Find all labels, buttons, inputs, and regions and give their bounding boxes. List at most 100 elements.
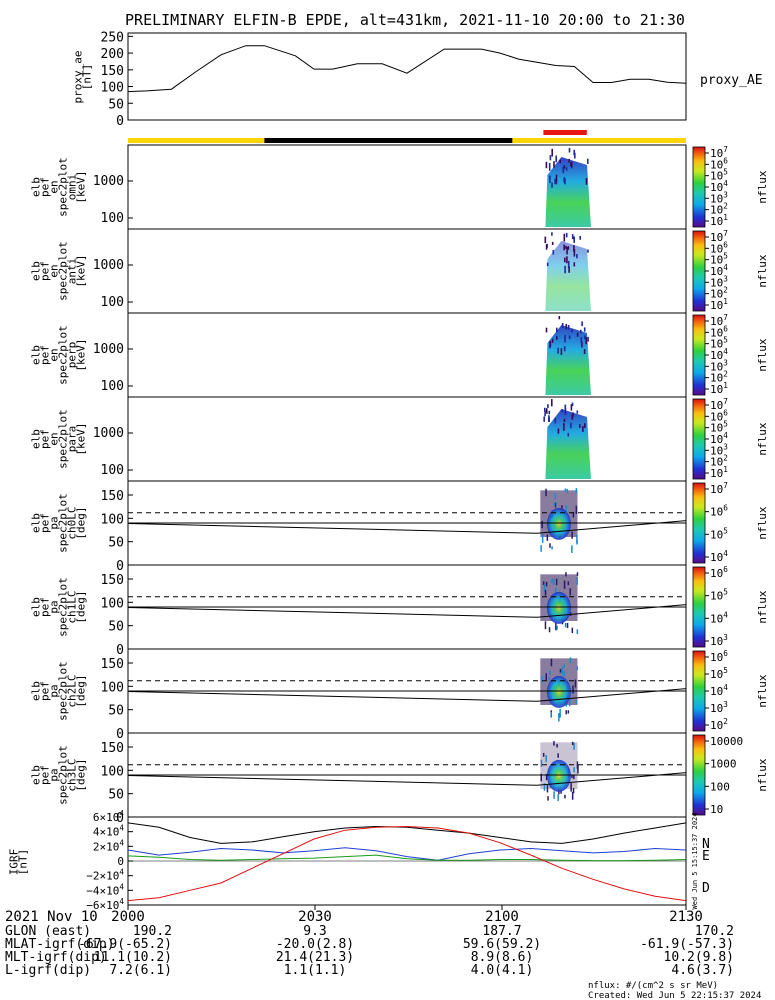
igrf-ytick-label: 0	[117, 855, 124, 868]
footer-ephemeris: 2021 Nov 10 2000 2030 2100 2130 GLON (east) 19…	[5, 905, 761, 1000]
pa-sample	[564, 623, 567, 628]
spec-sample	[546, 262, 549, 267]
spec-sample	[554, 417, 557, 424]
pa-sample	[553, 791, 555, 799]
spec-sample	[563, 423, 565, 431]
pa-sample	[545, 488, 547, 497]
pa-sample	[575, 700, 578, 704]
pa-sample	[566, 622, 569, 629]
pa-losscone-guide	[127, 604, 687, 618]
ae-ytick-label: 100	[101, 81, 124, 96]
pa-sample	[571, 531, 573, 539]
ae-ytick-label: 50	[108, 97, 124, 112]
spec-sample	[555, 155, 557, 163]
igrf-stamp: Wed Jun 5 15:15:37 2024	[691, 813, 699, 910]
y-axis-label-line: ch2LC	[66, 674, 79, 707]
y-axis-label-line: [keV]	[75, 254, 88, 287]
pa-sample	[555, 578, 558, 586]
ae-ytick-label: 250	[101, 30, 124, 45]
pa-ytick-label: 50	[108, 704, 124, 719]
flag-science-zone	[543, 130, 587, 135]
spec-sample	[544, 236, 547, 244]
y-axis-label-line: [nT]	[17, 849, 30, 876]
ae-line	[127, 45, 687, 93]
colorbar	[692, 734, 706, 816]
pa-sample	[563, 664, 565, 668]
pa-sample	[543, 584, 546, 593]
ae-ytick-label: 200	[101, 47, 124, 62]
spec-ytick-label: 1000	[93, 174, 124, 189]
pa-ytick-label: 50	[108, 536, 124, 551]
pa-sample	[571, 741, 574, 745]
spec-sample	[571, 328, 573, 333]
pa-losscone-guide	[127, 772, 687, 786]
colorbar-tick-label: 101	[710, 465, 728, 480]
y-axis-label-line: en	[48, 432, 61, 445]
spec-sample	[544, 407, 546, 412]
footer-row-value: 187.7	[482, 924, 521, 939]
spec-sample	[551, 338, 554, 343]
pa-core	[546, 507, 571, 540]
spec-sample	[552, 250, 555, 255]
igrf-series-N	[127, 847, 687, 861]
spec-sample	[555, 174, 558, 182]
pa-sample	[575, 505, 578, 514]
pa-sample	[576, 540, 578, 545]
y-axis-label-line: elb	[30, 261, 43, 281]
spec-blob	[543, 399, 591, 479]
colorbar-tick-label: 101	[710, 213, 728, 228]
y-axis-label-line: elb	[30, 429, 43, 449]
pa-sample	[554, 502, 557, 508]
pa-sample	[566, 488, 568, 493]
pa-sample	[557, 794, 559, 802]
pa-sample	[571, 775, 573, 779]
pa-sample	[545, 673, 547, 681]
pa-sample	[554, 493, 556, 500]
pa-ytick-label: 0	[116, 727, 124, 742]
spec-sample	[564, 265, 566, 274]
pa-sample	[540, 545, 542, 552]
y-axis-label-line: pef	[39, 261, 52, 281]
pa-sample	[577, 764, 579, 774]
y-axis-label-line: spec2plot	[57, 745, 70, 805]
y-axis-label-line: en	[48, 180, 61, 193]
y-axis-label-line: [deg]	[75, 506, 88, 539]
spec-sample	[563, 233, 566, 242]
spec-ytick-label: 1000	[93, 426, 124, 441]
pa-sample	[561, 666, 563, 675]
colorbar-tick-label: 103	[710, 633, 728, 648]
spec-frame	[127, 228, 687, 314]
pa-sample	[558, 713, 560, 722]
pa-blob	[540, 657, 579, 722]
pa-sample	[544, 621, 547, 630]
pa-sample	[564, 794, 566, 799]
spec-sample	[543, 416, 545, 422]
colorbar	[692, 314, 706, 396]
spec-sample	[551, 232, 553, 236]
spec-sample	[551, 182, 553, 188]
ae-ytick-label: 0	[116, 114, 124, 129]
pa-sample	[553, 502, 556, 508]
pa-blob	[540, 741, 579, 802]
spec-sample	[576, 410, 579, 414]
pa-ytick-label: 150	[101, 657, 124, 672]
spec-blob	[544, 232, 591, 311]
pa-sample	[563, 670, 565, 677]
spec-sample	[564, 404, 567, 411]
spec-sample	[576, 254, 578, 259]
footer-row-label: GLON (east)	[5, 924, 91, 939]
pa-sample	[548, 676, 551, 681]
pa-sample	[550, 712, 552, 718]
spec-sample	[551, 399, 553, 407]
spec-blob	[545, 147, 591, 227]
spec-sample	[549, 155, 552, 161]
spec-sample	[585, 178, 588, 185]
pa-sample	[571, 791, 574, 800]
footer-row-value: 7.2(6.1)	[109, 963, 172, 978]
spec-sample	[581, 321, 583, 327]
pa-sample	[565, 572, 567, 577]
spec-sample	[551, 148, 553, 157]
